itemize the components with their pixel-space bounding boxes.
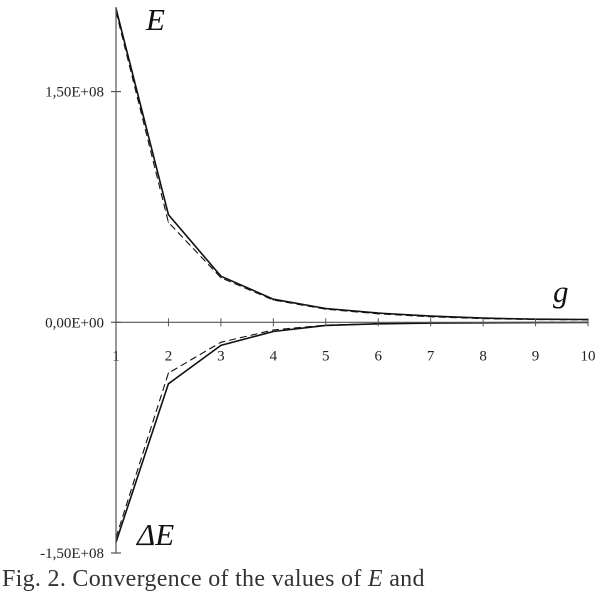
y-tick-label: -1,50E+08 [40,546,104,562]
caption-lead: Fig. 2. Convergence of the values of [2,566,362,592]
data-point [220,341,222,343]
data-point [220,275,222,277]
data-point [430,316,432,318]
data-point [377,313,379,315]
data-point [220,344,222,346]
axes [111,7,589,554]
x-tick-label: 10 [581,348,596,364]
figure-caption: Fig. 2. Convergence of the values of E a… [0,566,602,598]
caption-var: E [367,566,383,592]
data-point [167,221,169,223]
annotation-delta-E: ΔE [135,517,174,552]
caption-tail: and [389,566,425,592]
data-point [167,372,169,374]
series-layer [115,7,589,543]
y-tick-label: 1,50E+08 [45,85,104,101]
x-tick-label: 8 [479,348,487,364]
x-tick-label: 4 [270,348,278,364]
annotation-E: E [145,2,165,37]
labels: 1,50E+08 0,00E+00 -1,50E+08 1 2 3 4 5 6 7 8 9 10 [40,85,595,562]
x-tick-label: 7 [427,348,435,364]
x-tick-label: 3 [217,348,225,364]
x-tick-label: 6 [374,348,382,364]
series-line-1-solid [115,8,589,321]
x-tick-label: 9 [532,348,540,364]
series-line-2-dashed [115,11,589,321]
x-tick-label: 1 [112,348,120,364]
data-point [167,383,169,385]
data-point [272,329,274,331]
y-tick-label: 0,00E+00 [45,315,104,331]
data-point [220,277,222,279]
data-point [272,330,274,333]
data-point [167,214,169,216]
data-point [325,308,327,310]
series-line-4-dashed [115,321,589,538]
series-line-3-solid [115,321,589,543]
x-tick-label: 5 [322,348,330,364]
annotation-g: g [553,274,569,309]
x-tick-label: 2 [165,348,173,364]
data-point [272,299,274,301]
